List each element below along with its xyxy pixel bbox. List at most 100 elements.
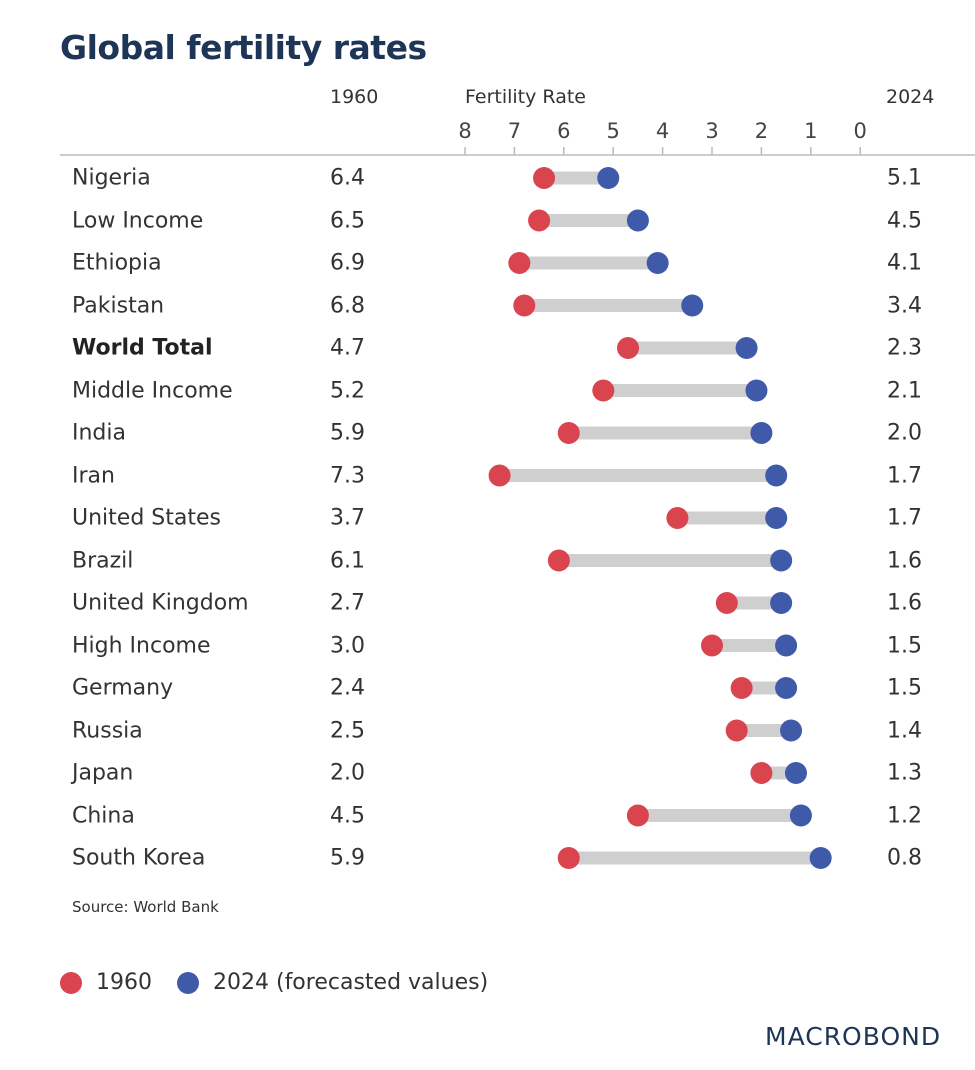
tick-label: 8 [458, 119, 471, 143]
value-2024: 1.3 [887, 760, 922, 786]
value-2024: 2.0 [887, 420, 922, 446]
category-label: India [72, 420, 126, 446]
value-1960: 6.5 [330, 208, 365, 233]
dot-1960 [617, 337, 640, 359]
tick-label: 1 [804, 119, 817, 143]
legend-label-2024: 2024 (forecasted values) [213, 970, 489, 995]
dot-1960 [513, 294, 536, 317]
category-label: Pakistan [72, 293, 165, 318]
tick-label: 0 [854, 119, 867, 143]
value-1960: 6.4 [330, 165, 365, 191]
value-1960: 6.9 [330, 250, 365, 276]
legend-marker-2024 [177, 972, 199, 994]
value-2024: 1.5 [887, 633, 922, 658]
value-2024: 1.5 [887, 675, 922, 701]
value-1960: 5.9 [330, 845, 365, 871]
source-note: Source: World Bank [72, 898, 219, 916]
value-2024: 5.1 [887, 165, 922, 191]
category-label: High Income [72, 633, 211, 658]
value-1960: 2.0 [330, 760, 365, 786]
value-2024: 1.6 [887, 548, 922, 573]
category-label: United States [72, 505, 221, 531]
tick-label: 5 [607, 119, 620, 143]
value-2024: 3.4 [887, 293, 922, 318]
tick-label: 4 [656, 119, 669, 143]
legend-marker-1960 [60, 972, 82, 994]
value-1960: 6.1 [330, 548, 365, 573]
dot-2024 [735, 337, 758, 359]
value-1960: 5.9 [330, 420, 365, 446]
category-label: Low Income [72, 208, 204, 233]
value-2024: 1.2 [887, 803, 922, 828]
tick-label: 2 [755, 119, 768, 143]
dot-1960 [715, 592, 738, 614]
tick-label: 7 [508, 119, 521, 143]
dot-1960 [557, 422, 580, 444]
column-header-2024: 2024 [886, 86, 935, 108]
dot-2024 [750, 422, 773, 444]
dot-1960 [508, 252, 531, 274]
dot-2024 [681, 294, 704, 317]
dot-2024 [745, 379, 768, 402]
category-label: South Korea [72, 845, 206, 871]
dot-2024 [646, 252, 669, 274]
value-1960: 2.7 [330, 590, 365, 616]
dot-2024 [775, 634, 798, 657]
value-1960: 2.4 [330, 675, 365, 701]
value-1960: 3.7 [330, 505, 365, 531]
value-2024: 1.7 [887, 463, 922, 488]
category-label: Iran [72, 463, 115, 488]
value-2024: 1.7 [887, 505, 922, 531]
category-label: Ethiopia [72, 250, 162, 276]
category-label: China [72, 803, 135, 828]
category-label: Nigeria [72, 165, 151, 191]
value-1960: 5.2 [330, 378, 365, 403]
dot-1960 [626, 804, 649, 827]
legend-label-1960: 1960 [96, 970, 152, 995]
value-1960: 3.0 [330, 633, 365, 658]
category-label: Russia [72, 718, 143, 743]
dot-1960 [725, 719, 748, 742]
dot-1960 [557, 847, 580, 869]
dot-2024 [765, 464, 788, 487]
category-label: United Kingdom [72, 590, 249, 616]
dot-2024 [765, 507, 788, 529]
value-2024: 4.1 [887, 250, 922, 276]
value-2024: 1.6 [887, 590, 922, 616]
tick-label: 6 [557, 119, 570, 143]
category-label: Germany [72, 675, 174, 701]
dot-2024 [809, 847, 832, 869]
dot-2024 [626, 209, 649, 232]
value-1960: 2.5 [330, 718, 365, 743]
dot-1960 [666, 507, 689, 529]
dot-1960 [592, 379, 615, 402]
dot-1960 [701, 634, 723, 657]
dot-1960 [533, 167, 556, 189]
dot-1960 [750, 762, 773, 784]
axis-label: Fertility Rate [465, 86, 586, 108]
category-label: Brazil [72, 548, 134, 573]
dot-2024 [597, 167, 620, 189]
value-1960: 7.3 [330, 463, 365, 488]
tick-label: 3 [705, 119, 718, 143]
dot-1960 [730, 677, 753, 699]
value-2024: 4.5 [887, 208, 922, 233]
dot-1960 [488, 464, 511, 487]
value-2024: 2.3 [887, 335, 922, 361]
dot-1960 [547, 549, 570, 572]
dot-2024 [780, 719, 803, 742]
value-1960: 4.7 [330, 335, 365, 361]
category-label: World Total [72, 335, 213, 361]
category-label: Middle Income [72, 378, 233, 403]
column-header-1960: 1960 [330, 86, 379, 108]
chart-title: Global fertility rates [60, 28, 427, 67]
dot-1960 [528, 209, 551, 232]
dot-2024 [789, 804, 812, 827]
value-2024: 2.1 [887, 378, 922, 403]
macrobond-logo: MACROBOND [765, 1022, 942, 1051]
value-2024: 1.4 [887, 718, 922, 743]
value-1960: 6.8 [330, 293, 365, 318]
dot-2024 [770, 592, 793, 614]
